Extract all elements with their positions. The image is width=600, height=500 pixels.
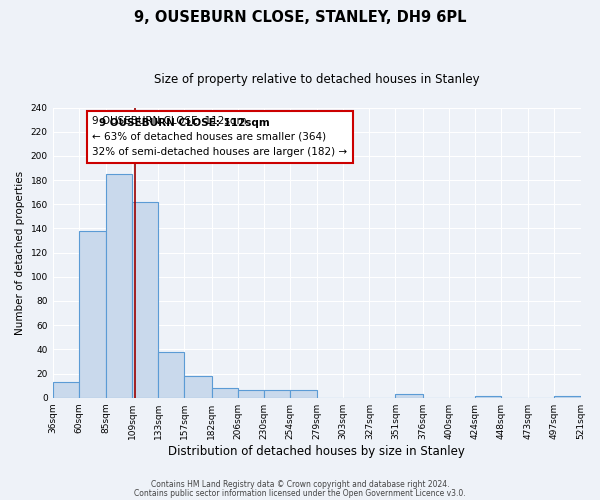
Bar <box>290 390 317 398</box>
Text: 9 OUSEBURN CLOSE: 112sqm: 9 OUSEBURN CLOSE: 112sqm <box>98 118 269 128</box>
Bar <box>212 388 238 398</box>
Bar <box>238 390 264 398</box>
Bar <box>79 231 106 398</box>
Bar <box>158 352 184 398</box>
Bar <box>53 382 79 398</box>
Bar <box>264 390 290 398</box>
Bar <box>132 202 158 398</box>
Y-axis label: Number of detached properties: Number of detached properties <box>15 170 25 334</box>
Text: 9, OUSEBURN CLOSE, STANLEY, DH9 6PL: 9, OUSEBURN CLOSE, STANLEY, DH9 6PL <box>134 10 466 25</box>
Bar <box>184 376 212 398</box>
Text: Contains HM Land Registry data © Crown copyright and database right 2024.: Contains HM Land Registry data © Crown c… <box>151 480 449 489</box>
Bar <box>554 396 581 398</box>
Text: 9 OUSEBURN CLOSE: 112sqm
← 63% of detached houses are smaller (364)
32% of semi-: 9 OUSEBURN CLOSE: 112sqm ← 63% of detach… <box>92 116 347 158</box>
Text: Contains public sector information licensed under the Open Government Licence v3: Contains public sector information licen… <box>134 490 466 498</box>
X-axis label: Distribution of detached houses by size in Stanley: Distribution of detached houses by size … <box>168 444 465 458</box>
Bar <box>475 396 501 398</box>
Bar <box>395 394 422 398</box>
Bar <box>106 174 132 398</box>
Title: Size of property relative to detached houses in Stanley: Size of property relative to detached ho… <box>154 72 479 86</box>
